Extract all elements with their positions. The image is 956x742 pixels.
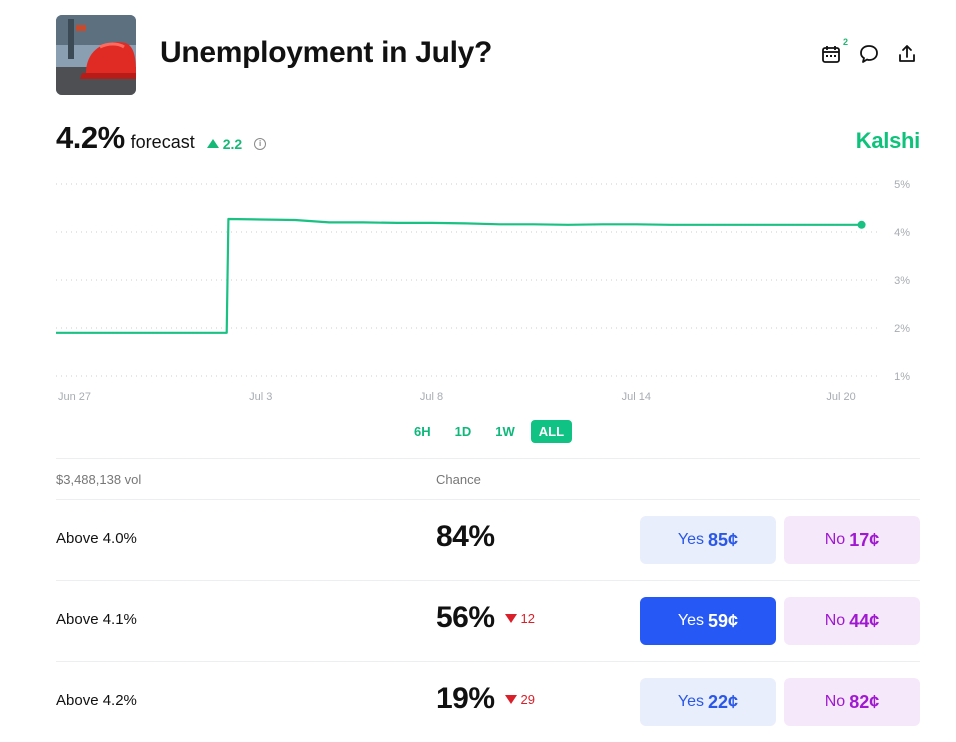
volume-text: $3,488,138 vol <box>56 472 142 487</box>
forecast-chart: 5% 4% 3% 2% 1% Jun 27 Jul 3 Jul 8 Jul 14 Jul 20 <box>56 179 910 403</box>
yes-price: 85¢ <box>708 529 739 550</box>
x-tick-label: Jul 8 <box>420 391 443 403</box>
chance-delta-value: 12 <box>520 610 536 626</box>
y-tick-label: 4% <box>894 227 910 239</box>
forecast-label: forecast <box>130 132 195 152</box>
y-tick-label: 1% <box>894 371 910 383</box>
comments-button[interactable] <box>858 43 880 65</box>
x-tick-label: Jul 20 <box>826 391 855 403</box>
no-label: No <box>824 693 846 710</box>
no-price: 44¢ <box>849 610 880 631</box>
chance-value: 84% <box>436 520 495 553</box>
outcome-row: Above 4.0% 84% Yes 85¢ No 17¢ <box>56 500 920 580</box>
down-arrow-icon <box>504 694 517 704</box>
divider <box>56 458 920 459</box>
x-tick-label: Jul 3 <box>249 391 272 403</box>
time-range-selector: 6H 1D 1W ALL <box>406 420 573 443</box>
chance-header: Chance <box>436 472 481 487</box>
divider <box>56 661 920 662</box>
y-tick-label: 5% <box>894 179 910 191</box>
no-price: 82¢ <box>849 691 880 712</box>
chance-delta: 12 <box>504 610 536 626</box>
outcome-chance: 84% <box>436 520 495 554</box>
brand-logo: Kalshi <box>855 128 921 153</box>
divider <box>56 499 920 500</box>
buy-yes-button[interactable]: Yes 85¢ <box>640 516 776 564</box>
outcome-label: Above 4.2% <box>56 692 137 709</box>
calendar-icon <box>822 46 840 63</box>
y-tick-label: 3% <box>894 275 910 287</box>
range-1d[interactable]: 1D <box>454 424 472 439</box>
outcome-chance: 56% 12 <box>436 601 535 635</box>
comment-icon <box>860 45 878 63</box>
yes-price: 22¢ <box>708 691 739 712</box>
share-button[interactable] <box>896 43 918 65</box>
forecast-value: 4.2% <box>56 120 125 155</box>
hard-hat-image <box>56 15 136 95</box>
series-line <box>56 217 862 334</box>
info-icon[interactable]: i <box>254 137 267 150</box>
page-title: Unemployment in July? <box>160 36 493 69</box>
yes-label: Yes <box>677 693 705 710</box>
chance-delta-value: 29 <box>520 691 536 707</box>
outcome-row: Above 4.2% 19% 29 Yes 22¢ No 82¢ <box>56 662 920 742</box>
no-label: No <box>824 531 846 548</box>
outcome-chance: 19% 29 <box>436 682 535 716</box>
share-icon <box>899 45 915 62</box>
range-1w[interactable]: 1W <box>495 424 515 439</box>
x-tick-label: Jun 27 <box>58 391 91 403</box>
forecast-delta-value: 2.2 <box>222 135 243 152</box>
no-price: 17¢ <box>849 529 880 550</box>
market-thumbnail <box>56 15 136 95</box>
yes-label: Yes <box>677 531 705 548</box>
divider <box>56 580 920 581</box>
yes-label: Yes <box>677 612 705 629</box>
x-tick-label: Jul 14 <box>622 391 651 403</box>
chance-delta: 29 <box>504 691 536 707</box>
buy-no-button[interactable]: No 82¢ <box>784 678 920 726</box>
calendar-badge: 2 <box>842 37 848 47</box>
calendar-button[interactable]: 2 <box>820 37 848 65</box>
buy-yes-button[interactable]: Yes 59¢ <box>640 597 776 645</box>
buy-no-button[interactable]: No 17¢ <box>784 516 920 564</box>
series-endpoint <box>857 220 866 229</box>
range-6h[interactable]: 6H <box>414 424 431 439</box>
chance-value: 56% <box>436 601 495 634</box>
outcome-label: Above 4.1% <box>56 611 137 628</box>
forecast-summary: 4.2% forecast 2.2 i <box>56 120 267 156</box>
chance-value: 19% <box>436 682 495 715</box>
up-arrow-icon <box>206 139 219 148</box>
outcome-row: Above 4.1% 56% 12 Yes 59¢ No 44¢ <box>56 581 920 661</box>
range-all[interactable]: ALL <box>530 420 573 443</box>
no-label: No <box>824 612 846 629</box>
outcome-label: Above 4.0% <box>56 530 137 547</box>
header-actions: 2 <box>820 37 918 65</box>
y-tick-label: 2% <box>894 323 910 335</box>
buy-no-button[interactable]: No 44¢ <box>784 597 920 645</box>
down-arrow-icon <box>504 613 517 623</box>
buy-yes-button[interactable]: Yes 22¢ <box>640 678 776 726</box>
forecast-delta: 2.2 i <box>206 135 267 152</box>
yes-price: 59¢ <box>708 610 739 631</box>
